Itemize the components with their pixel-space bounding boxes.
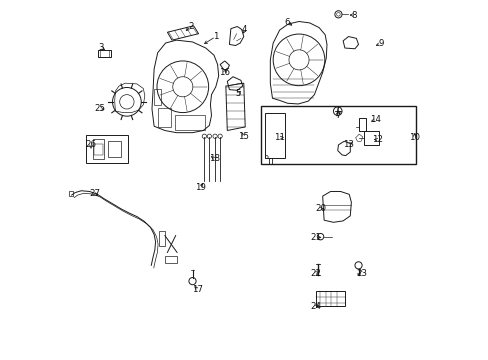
Bar [265,113,285,158]
Text: 13: 13 [342,140,353,149]
Text: 19: 19 [195,183,206,192]
Text: 26: 26 [85,140,96,149]
Bar [260,107,415,164]
Text: 10: 10 [408,133,420,142]
Text: 17: 17 [191,285,202,294]
Text: 11: 11 [274,133,285,142]
Text: 16: 16 [219,68,230,77]
Text: 14: 14 [369,115,380,124]
Text: 5: 5 [235,89,240,98]
Text: 8: 8 [350,10,356,19]
Text: 15: 15 [238,132,248,141]
Text: 23: 23 [356,269,367,278]
Text: 21: 21 [310,233,321,242]
Text: 22: 22 [309,269,320,278]
Text: 9: 9 [377,39,383,48]
Text: 27: 27 [89,189,100,198]
Bar [315,291,344,306]
Text: 3: 3 [98,43,103,52]
Text: 18: 18 [208,154,219,163]
Text: 7: 7 [335,111,341,120]
Text: 20: 20 [314,204,325,213]
Text: 2: 2 [187,22,193,31]
Text: 24: 24 [310,302,321,311]
Text: 12: 12 [371,135,382,144]
Text: 25: 25 [95,104,105,113]
Text: 6: 6 [284,18,290,27]
Bar [363,131,378,145]
Text: 1: 1 [213,32,218,41]
Text: 4: 4 [241,25,247,34]
Bar [359,118,365,131]
